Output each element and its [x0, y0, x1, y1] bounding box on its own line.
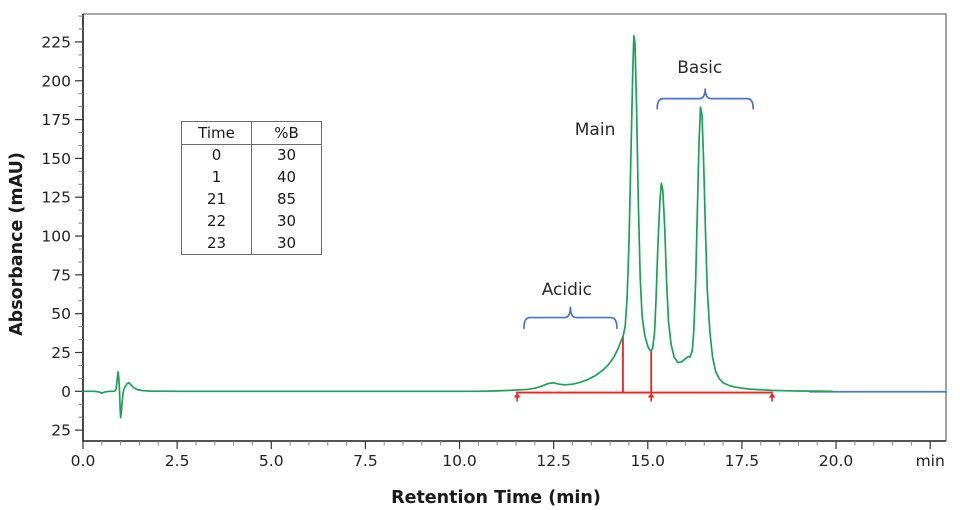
y-tick-label-175: 175 — [41, 111, 71, 129]
traces — [82, 34, 947, 419]
y-tick-label-25: 25 — [51, 344, 71, 362]
y-tick-label-150: 150 — [41, 150, 71, 168]
peak-label-main: Main — [575, 120, 616, 140]
peak-arrow-head — [513, 393, 521, 398]
x-tick-label-5.0: 5.0 — [259, 452, 284, 470]
gradient-table-row: 0 30 — [181, 144, 322, 167]
y-tick-label-225: 225 — [41, 33, 71, 51]
axis-tick-labels: 0.0 2.5 5.0 7.5 10.0 12.5 15.0 17.5 20.0 min 225 20… — [41, 33, 944, 470]
y-tick-label-125: 125 — [41, 189, 71, 207]
gradient-time-cell: 23 — [181, 232, 252, 255]
gradient-table-row: 21 85 — [181, 188, 322, 211]
y-tick-label-0: 0 — [61, 383, 71, 401]
y-tick-label-100: 100 — [41, 228, 71, 246]
y-tick-label--25: 25 — [51, 422, 71, 440]
gradient-time-cell: 1 — [181, 166, 252, 189]
y-tick-label-200: 200 — [41, 72, 71, 90]
x-tick-label-10.0: 10.0 — [442, 452, 477, 470]
peak-label-acidic: Acidic — [542, 280, 592, 300]
integration-marks — [516, 335, 773, 394]
region-brace-acidic — [523, 306, 618, 330]
x-tick-label-15.0: 15.0 — [631, 452, 666, 470]
gradient-table-row: 1 40 — [181, 166, 322, 189]
gradient-percent-b-cell: 30 — [276, 211, 297, 230]
x-tick-label-12.5: 12.5 — [536, 452, 571, 470]
x-tick-label-min: min — [916, 452, 945, 470]
gradient-table-header-row: Time %B — [181, 121, 322, 145]
trace-chromatogram — [82, 34, 834, 419]
x-tick-label-20.0: 20.0 — [819, 452, 854, 470]
gradient-table-row: 23 30 — [181, 232, 322, 255]
gradient-time-cell: 22 — [181, 210, 252, 233]
peak-label-basic: Basic — [677, 58, 722, 78]
peak-arrow-head — [647, 393, 655, 398]
gradient-percent-b-cell: 30 — [276, 146, 297, 165]
gradient-table-row: 22 30 — [181, 210, 322, 233]
gradient-table-header-percent-b: %B — [251, 121, 322, 145]
y-tick-label-75: 75 — [51, 266, 71, 284]
peak-start-arrows — [513, 393, 776, 402]
y-tick-label-50: 50 — [51, 305, 71, 323]
region-brace-basic — [656, 88, 755, 110]
gradient-table: Time %B 0 30 1 40 21 85 22 30 23 30 — [181, 121, 322, 255]
x-tick-label-17.5: 17.5 — [725, 452, 760, 470]
peak-arrow-head — [768, 393, 776, 398]
gradient-time-cell: 0 — [181, 144, 252, 167]
gradient-percent-b-cell: 40 — [276, 168, 297, 187]
frame-top-right — [83, 13, 947, 441]
gradient-percent-b-cell: 30 — [276, 233, 297, 252]
gradient-time-cell: 21 — [181, 188, 252, 211]
gradient-table-header-time: Time — [181, 121, 252, 145]
x-tick-label-7.5: 7.5 — [353, 452, 378, 470]
y-axis-title: Absorbance (mAU) — [7, 152, 27, 336]
x-tick-label-2.5: 2.5 — [165, 452, 190, 470]
gradient-percent-b-cell: 85 — [276, 189, 297, 208]
peak-annotations: Main Basic Acidic — [542, 58, 723, 300]
x-axis-title: Retention Time (min) — [391, 488, 601, 508]
x-tick-label-0.0: 0.0 — [71, 452, 96, 470]
axis-ticks — [75, 15, 931, 449]
